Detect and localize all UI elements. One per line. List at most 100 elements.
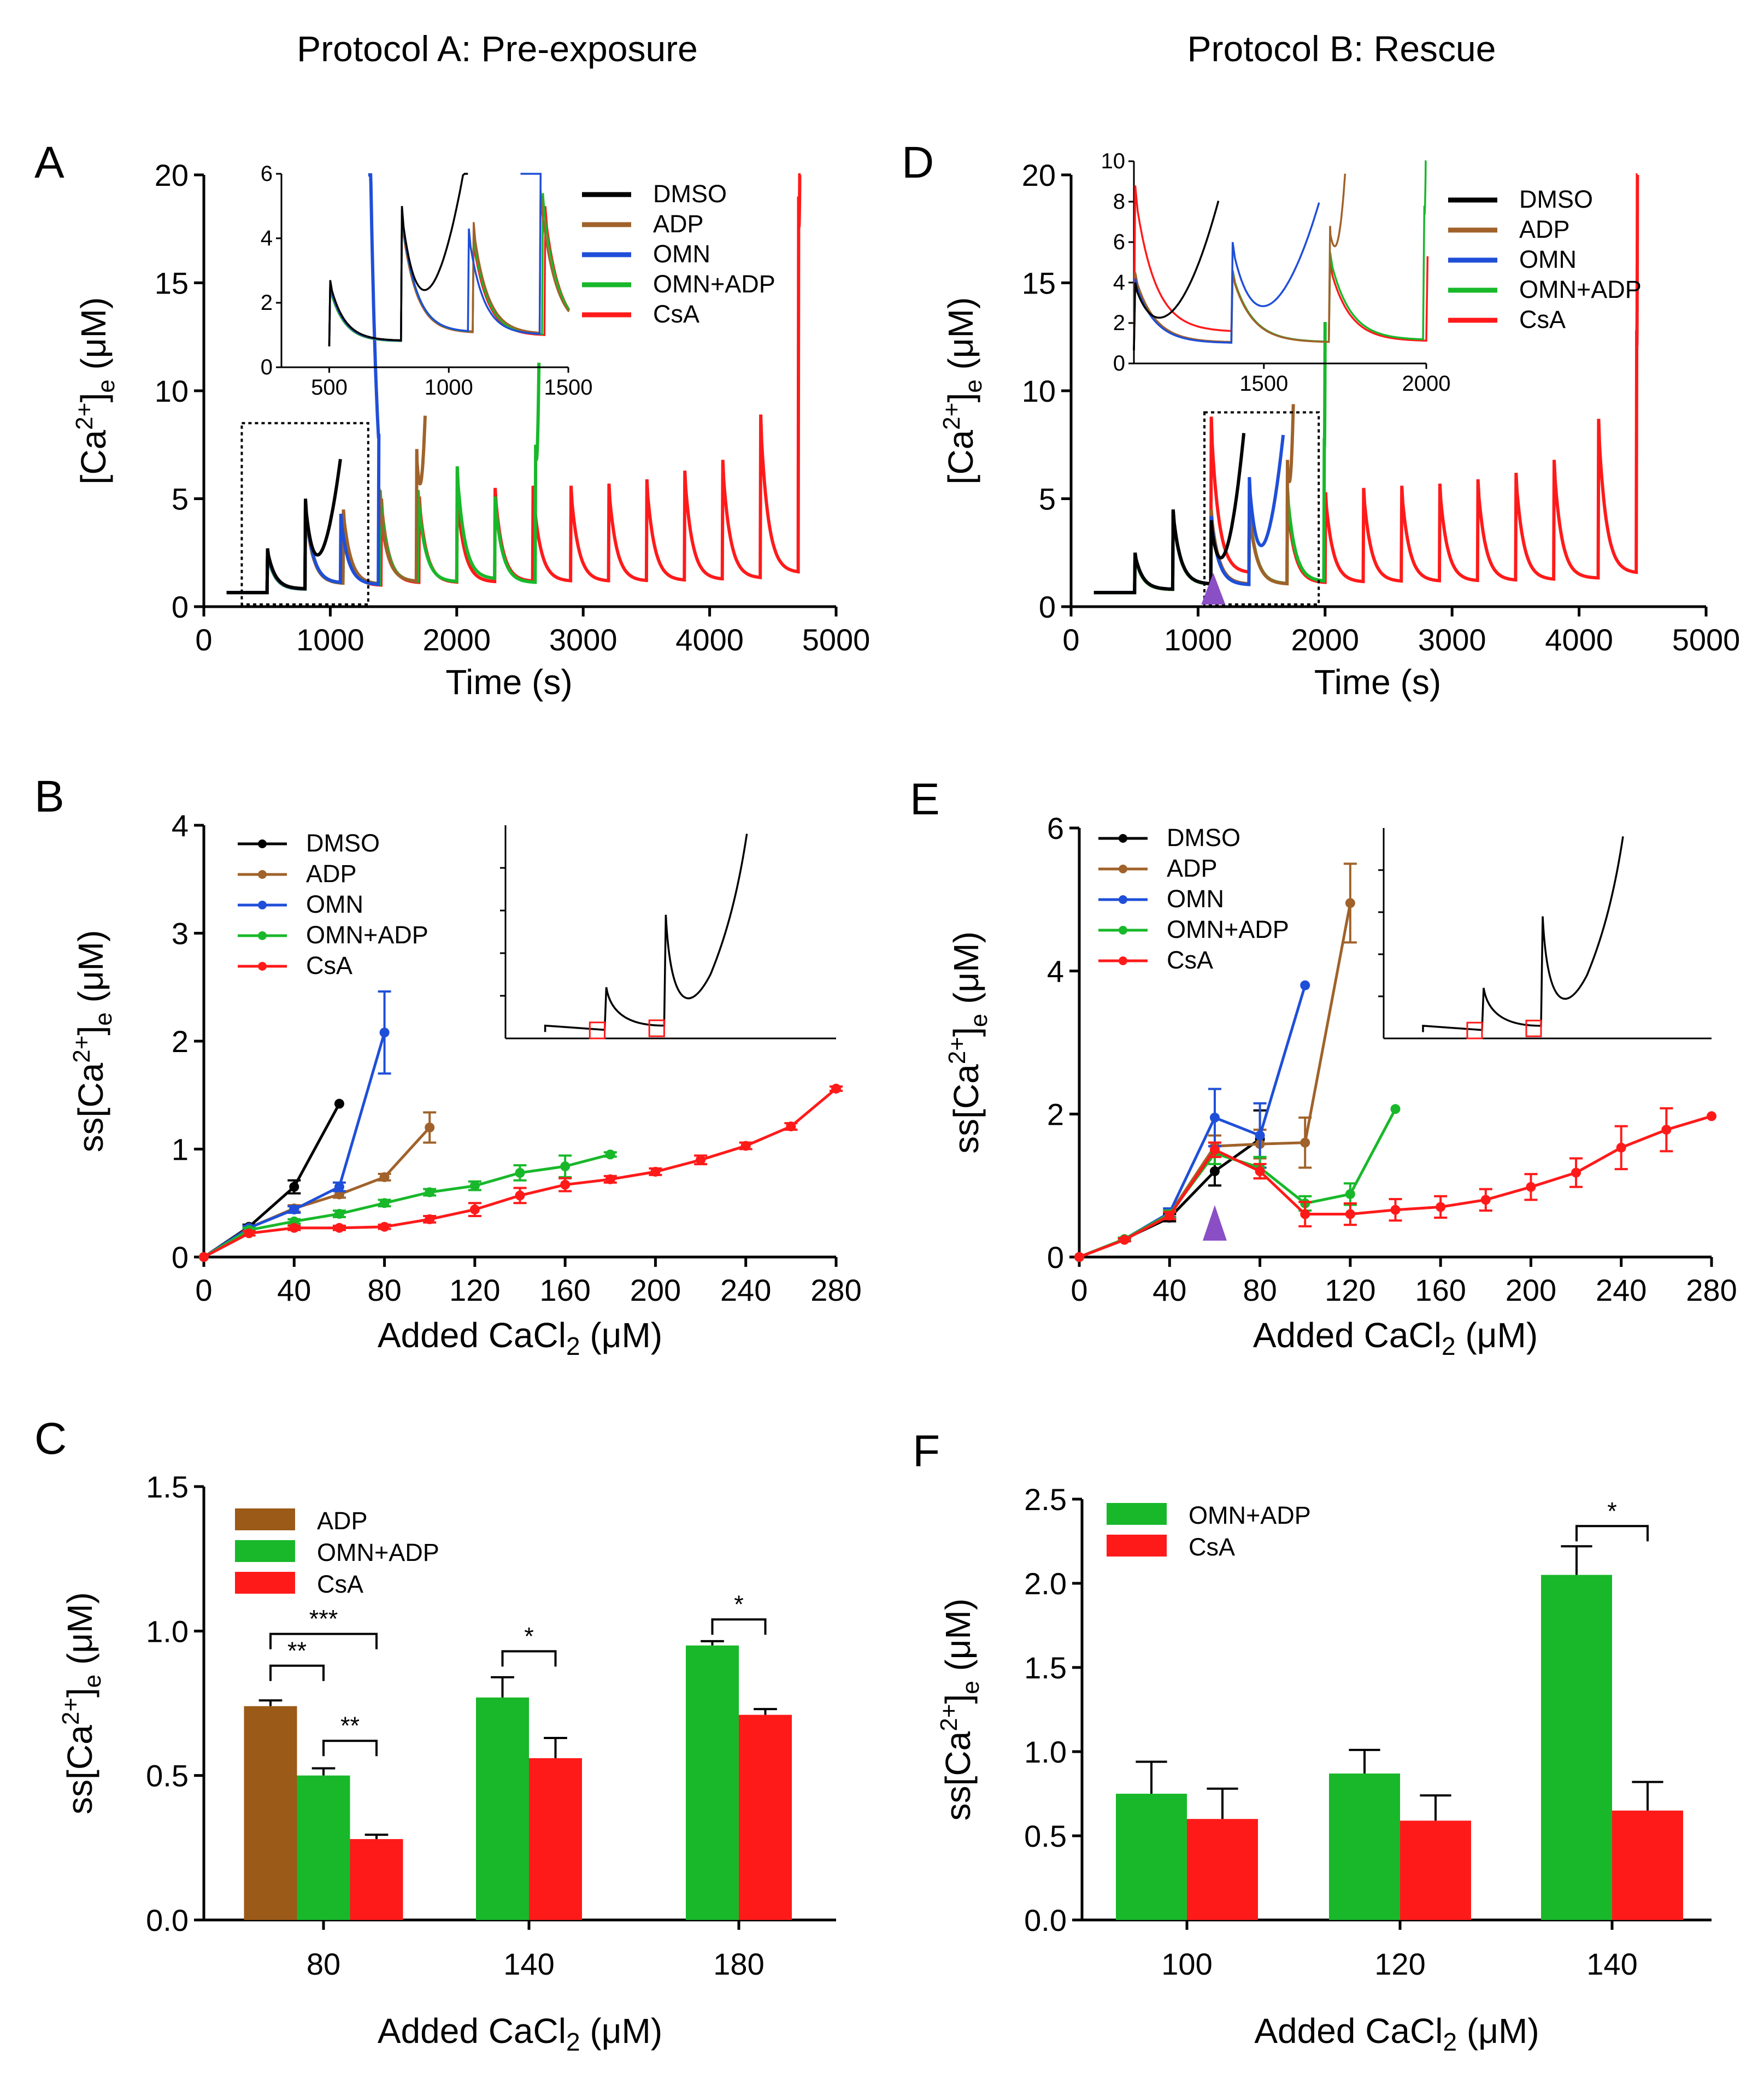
drug-addition-arrow	[1202, 1205, 1227, 1241]
legend-label-csa: CsA	[653, 300, 699, 328]
legend-swatch-csa	[1107, 1535, 1167, 1557]
drug-addition-arrow	[1201, 573, 1226, 604]
legend-marker-omn-adp	[1119, 926, 1127, 935]
significance-label: ***	[309, 1605, 338, 1633]
significance-bracket	[501, 1650, 557, 1667]
trace-adp	[226, 415, 427, 595]
y-tick-label: 2	[1047, 1097, 1064, 1131]
data-point	[605, 1174, 615, 1184]
inset-trace-omn-adp	[1133, 160, 1427, 351]
y-tick-label: 0.5	[146, 1759, 189, 1793]
x-tick-label: 100	[1161, 1947, 1212, 1981]
legend-swatch-omn-adp	[235, 1540, 295, 1562]
y-tick-label: 1	[172, 1132, 189, 1167]
bar-omn-adp-140	[476, 1697, 529, 1920]
legend-label-omn-adp: OMN+ADP	[1519, 275, 1642, 303]
data-point	[1300, 1137, 1310, 1148]
y-tick-label: 10	[155, 374, 189, 408]
x-tick-label: 240	[720, 1273, 771, 1307]
series-csa	[199, 1083, 843, 1262]
inset-x-tick-label: 1500	[1239, 372, 1288, 396]
bar-omn-adp-120	[1329, 1773, 1400, 1920]
legend-marker-dmso	[1119, 834, 1127, 843]
data-point	[1390, 1104, 1401, 1114]
bar-csa-140	[529, 1758, 582, 1920]
y-axis-label: ss[Ca2+]e (μM)	[936, 1599, 984, 1821]
x-axis-label: Added CaCl2 (μM)	[378, 2011, 662, 2056]
y-axis-label: [Ca2+]e (μM)	[71, 297, 120, 485]
data-point	[469, 1181, 480, 1191]
x-tick-label: 160	[539, 1273, 590, 1307]
data-point	[1119, 1235, 1130, 1245]
data-point	[334, 1099, 344, 1109]
panel-label: F	[913, 1426, 940, 1476]
inset-example-trace	[1422, 836, 1624, 1032]
y-axis-label: ss[Ca2+]e (μM)	[944, 931, 992, 1154]
x-axis-label: Added CaCl2 (μM)	[1254, 2011, 1539, 2056]
significance-label: *	[1607, 1497, 1617, 1525]
inset-y-tick-label: 6	[1113, 230, 1125, 254]
legend-label-omn-adp: OMN+ADP	[653, 270, 775, 298]
x-tick-label: 40	[277, 1273, 311, 1307]
x-tick-label: 4000	[1545, 623, 1613, 657]
legend-label-dmso: DMSO	[1519, 185, 1593, 213]
significance-label: *	[734, 1590, 744, 1618]
inset-y-tick-label: 4	[1113, 271, 1125, 295]
legend-label-dmso: DMSO	[306, 829, 380, 857]
bar-csa-80	[350, 1839, 403, 1920]
data-point	[425, 1214, 435, 1224]
bar-omn-adp-100	[1116, 1794, 1187, 1920]
data-point	[515, 1167, 525, 1178]
y-tick-label: 20	[1022, 158, 1056, 192]
data-point	[1616, 1142, 1626, 1153]
data-point	[425, 1187, 435, 1197]
data-point	[1526, 1182, 1536, 1192]
inset-trace-example	[500, 825, 836, 1040]
significance-label: **	[340, 1712, 360, 1740]
legend-label-dmso: DMSO	[653, 180, 727, 208]
inset-y-tick-label: 10	[1101, 149, 1126, 173]
legend-label-csa: CsA	[1167, 946, 1213, 974]
x-axis-label: Time (s)	[1314, 662, 1441, 702]
legend-marker-dmso	[258, 839, 267, 848]
data-point	[650, 1166, 661, 1177]
inset-example-trace	[544, 833, 748, 1032]
legend-label-csa: CsA	[1519, 306, 1566, 333]
y-tick-label: 0.0	[1024, 1903, 1067, 1937]
zoom-region-box	[1203, 411, 1320, 606]
legend-label-csa: CsA	[317, 1570, 363, 1598]
inset-trace-omn	[1133, 202, 1320, 351]
data-point	[605, 1149, 615, 1160]
panel-label: A	[34, 138, 64, 187]
bar-csa-100	[1187, 1819, 1258, 1920]
data-point	[379, 1027, 390, 1038]
significance-label: *	[524, 1622, 534, 1650]
zoom-region-box	[240, 422, 369, 606]
data-point	[740, 1141, 751, 1151]
significance-bracket	[711, 1618, 767, 1635]
data-point	[289, 1223, 299, 1233]
x-tick-label: 0	[195, 623, 212, 657]
data-point	[831, 1083, 841, 1094]
x-tick-label: 120	[449, 1273, 500, 1307]
y-tick-label: 1.0	[1024, 1735, 1067, 1769]
inset-trace-adp	[328, 190, 570, 347]
legend-marker-omn	[1119, 895, 1127, 904]
x-tick-label: 1000	[1164, 623, 1232, 657]
trace-adp	[1093, 404, 1295, 595]
inset-y-tick-label: 8	[1113, 190, 1125, 214]
x-tick-label: 4000	[675, 623, 744, 657]
bar-omn-adp-180	[686, 1645, 739, 1920]
data-point	[696, 1155, 706, 1165]
series-line-csa	[1079, 1114, 1712, 1259]
data-point	[1209, 1112, 1220, 1123]
y-tick-label: 5	[172, 482, 189, 516]
legend-label-adp: ADP	[1519, 215, 1570, 243]
legend-label-omn-adp: OMN+ADP	[317, 1538, 439, 1566]
x-tick-label: 0	[1062, 623, 1079, 657]
inset-marker-box	[1466, 1021, 1483, 1040]
x-axis-label: Added CaCl2 (μM)	[1253, 1316, 1538, 1360]
inset-trace-adp	[1133, 173, 1346, 351]
y-tick-label: 2	[172, 1024, 189, 1059]
